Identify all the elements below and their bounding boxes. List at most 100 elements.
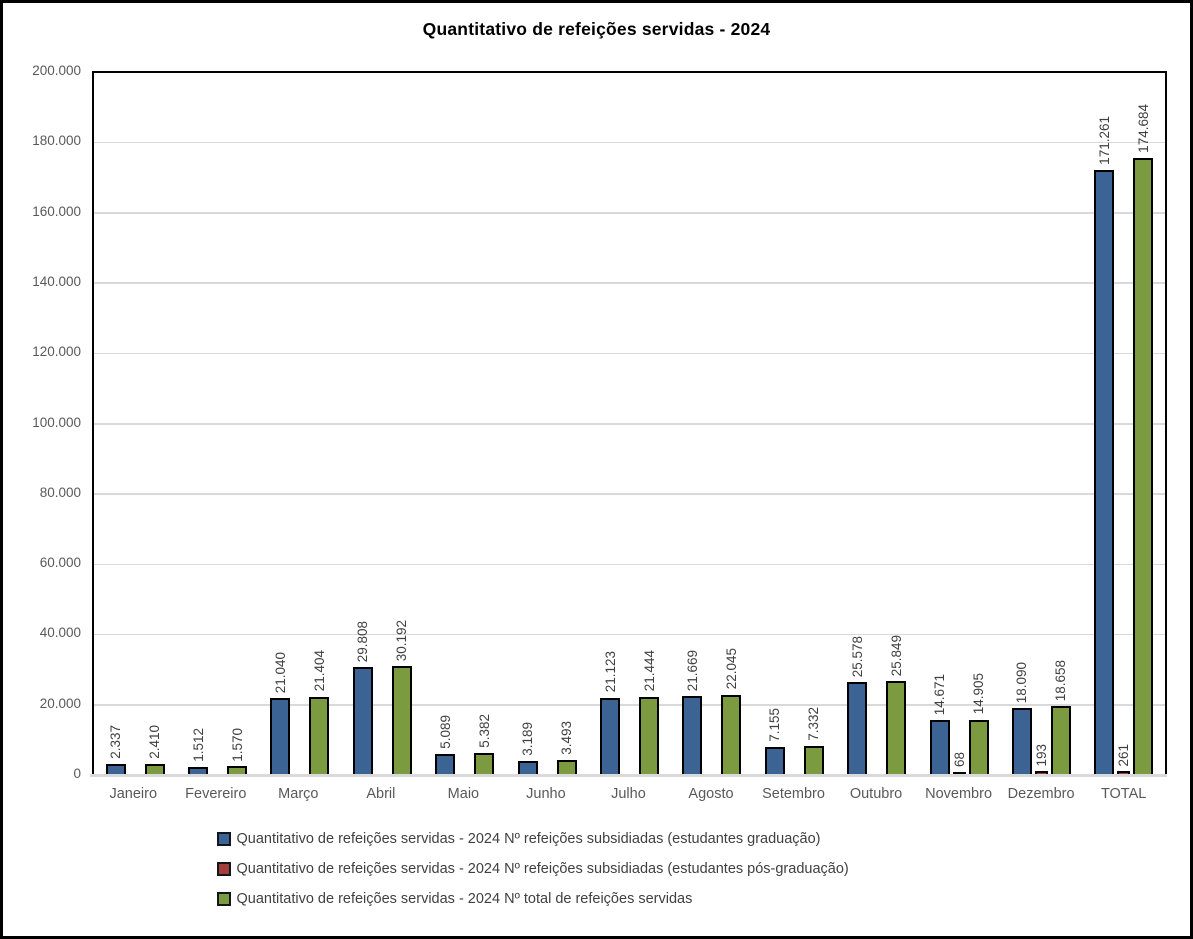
legend-item: Quantitativo de refeições servidas - 202…	[216, 891, 977, 907]
legend-label: Quantitativo de refeições servidas - 202…	[236, 861, 849, 877]
bar-value-label: 261	[1116, 743, 1132, 767]
bar	[270, 698, 291, 776]
bar-slot	[129, 73, 142, 776]
bar	[639, 696, 660, 776]
bar-slot: 3.493	[556, 73, 577, 776]
y-tick-label: 100.000	[32, 414, 81, 430]
bar-value-label: 3.493	[559, 720, 575, 755]
gridline	[94, 282, 1165, 284]
legend-item: Quantitativo de refeições servidas - 202…	[216, 861, 977, 877]
x-category-label: Março	[278, 786, 319, 802]
y-tick-label: 20.000	[39, 695, 81, 711]
bar	[1050, 706, 1071, 776]
bar	[803, 746, 824, 776]
legend-swatch-icon	[216, 862, 231, 876]
y-tick-label: 40.000	[39, 625, 81, 641]
legend-swatch-icon	[216, 892, 231, 906]
y-tick-label: 180.000	[32, 133, 81, 149]
bar-group-julho: 21.123 21.444	[588, 73, 670, 776]
bar-value-label: 21.123	[602, 651, 618, 693]
x-category-label: Maio	[447, 786, 480, 802]
bar	[764, 746, 785, 776]
bar-slot	[211, 73, 224, 776]
bar-slot: 2.337	[105, 73, 126, 776]
bar-value-label: 30.192	[394, 619, 410, 661]
bar-slot: 7.332	[803, 73, 824, 776]
bar-slot: 14.671	[929, 73, 950, 776]
bar-slot: 29.808	[352, 73, 373, 776]
bar-group-março: 21.040 21.404	[259, 73, 341, 776]
bar-value-label: 25.849	[888, 634, 904, 677]
bar-slot: 171.261	[1094, 73, 1115, 776]
bar	[721, 694, 742, 776]
bar-value-label: 21.669	[684, 649, 700, 691]
bar	[391, 665, 412, 776]
bar-value-label: 14.905	[971, 673, 987, 715]
legend-swatch-icon	[216, 832, 231, 846]
bar	[1133, 158, 1154, 776]
x-category-label: TOTAL	[1100, 786, 1147, 802]
bar-value-label: 5.089	[437, 715, 453, 750]
x-category-label: Fevereiro	[185, 786, 247, 802]
bar-slot: 5.382	[474, 73, 495, 776]
bar-value-label: 1.512	[190, 727, 206, 762]
bar-value-label: 25.578	[849, 635, 865, 678]
chart-title: Quantitativo de refeições servidas - 202…	[422, 19, 771, 39]
bar-slot	[870, 73, 883, 776]
bar-slot	[293, 73, 306, 776]
bar-slot: 21.404	[309, 73, 330, 776]
gridline	[94, 563, 1165, 566]
bar-value-label: 68	[951, 751, 967, 767]
bar-value-label: 1.570	[229, 727, 245, 762]
bar-slot: 2.410	[144, 73, 165, 776]
bar-group-junho: 3.189 3.493	[506, 73, 588, 776]
bar	[682, 695, 703, 776]
bar-slot	[788, 73, 801, 776]
bar	[1011, 708, 1032, 776]
bar-group-total: 171.261 261 174.684	[1083, 73, 1165, 776]
plot-area: 2.337 2.410 1.512 1.570 21.040 21.404 29.808 30…	[92, 71, 1167, 776]
bar-slot: 14.905	[968, 73, 989, 776]
x-category-label: Junho	[526, 786, 566, 802]
bar-value-label: 14.671	[932, 674, 948, 716]
gridline	[94, 212, 1165, 214]
bar	[968, 719, 989, 776]
bar-slot	[623, 73, 636, 776]
y-tick-label: 200.000	[32, 63, 81, 78]
bar-slot: 18.658	[1050, 73, 1071, 776]
bar-slot: 5.089	[435, 73, 456, 776]
x-category-label: Abril	[366, 786, 396, 802]
bar-value-label: 18.658	[1053, 660, 1069, 702]
bar-slot: 1.570	[227, 73, 248, 776]
bar-slot: 25.578	[847, 73, 868, 776]
gridline	[94, 704, 1165, 706]
gridline	[94, 423, 1165, 425]
bar-value-label: 29.808	[355, 620, 371, 663]
bar-value-label: 5.382	[476, 714, 492, 749]
bar-value-label: 2.337	[108, 725, 124, 759]
bar	[886, 681, 907, 776]
bar-value-label: 171.261	[1096, 116, 1112, 166]
y-tick-label: 60.000	[39, 555, 81, 571]
bar-slot: 21.123	[600, 73, 621, 776]
bar-slot: 18.090	[1011, 73, 1032, 776]
bar-group-novembro: 14.671 68 14.905	[918, 73, 1000, 776]
bar-group-fevereiro: 1.512 1.570	[176, 73, 258, 776]
bar-value-label: 21.444	[641, 650, 657, 692]
bar	[352, 667, 373, 776]
bar-value-label: 21.404	[311, 650, 327, 692]
bar	[600, 697, 621, 776]
bar-group-dezembro: 18.090 193 18.658	[1000, 73, 1082, 776]
bar-group-agosto: 21.669 22.045	[671, 73, 753, 776]
bars-layer: 2.337 2.410 1.512 1.570 21.040 21.404 29.808 30…	[94, 73, 1165, 776]
bar-value-label: 18.090	[1014, 662, 1030, 704]
bar-slot: 30.192	[391, 73, 412, 776]
chart-legend: Quantitativo de refeições servidas - 202…	[3, 831, 1190, 921]
bar-value-label: 2.410	[147, 724, 163, 759]
bar	[474, 753, 495, 776]
gridline	[94, 633, 1165, 636]
gridline	[94, 141, 1165, 144]
x-axis-category-labels: Janeiro Fevereiro Março Abril Maio Junho Julho…	[92, 786, 1165, 802]
y-tick-label: 120.000	[32, 344, 81, 360]
